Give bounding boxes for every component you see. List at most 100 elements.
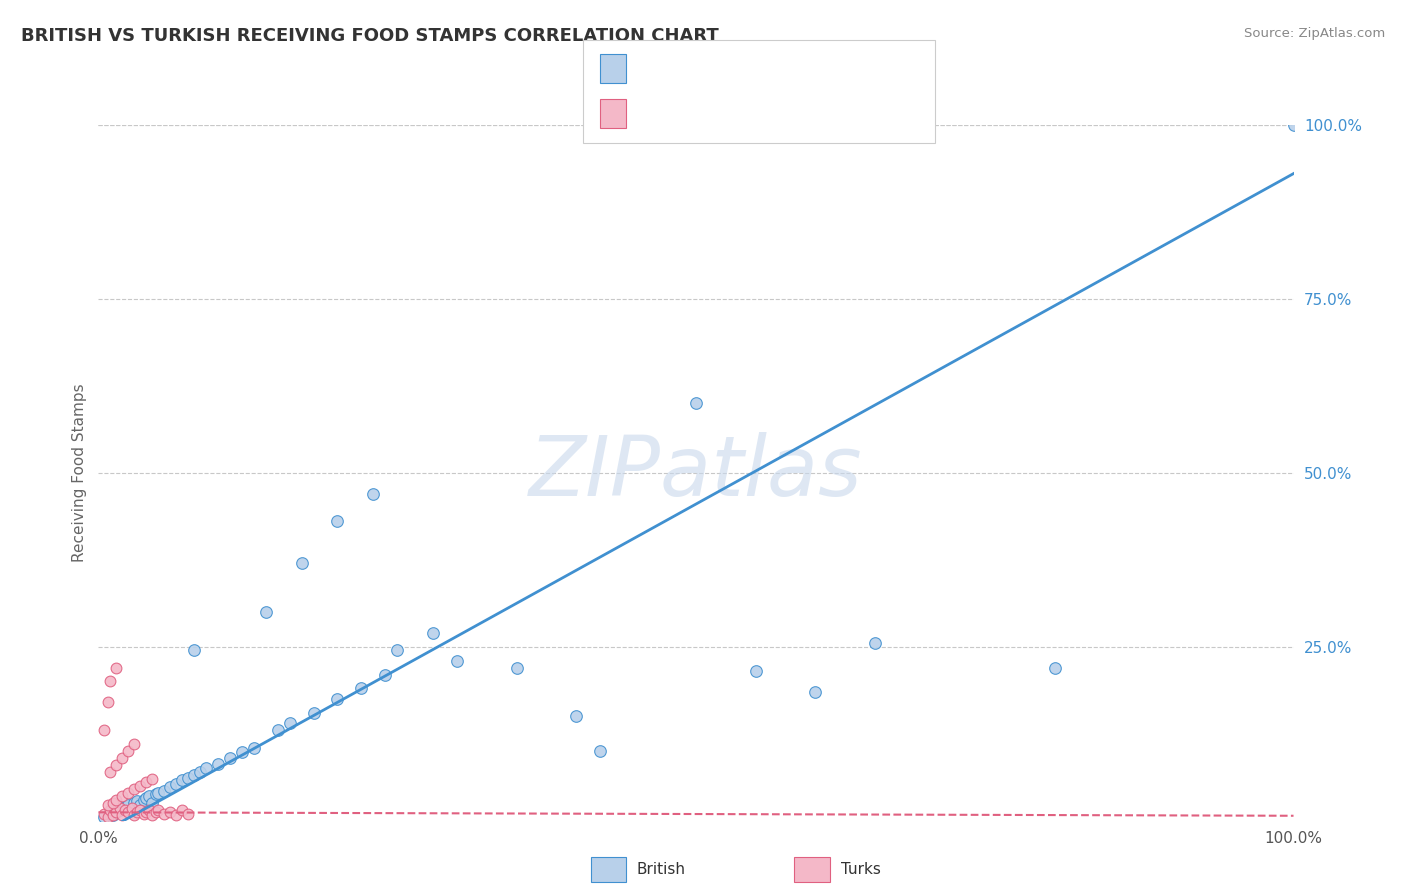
Point xyxy=(165,777,187,791)
Text: British: British xyxy=(637,863,686,877)
Point xyxy=(132,793,155,807)
Point xyxy=(138,803,160,817)
Point xyxy=(124,796,146,810)
Point xyxy=(93,810,115,824)
Point xyxy=(98,803,122,817)
Point xyxy=(374,667,396,681)
Point xyxy=(745,664,768,678)
Point xyxy=(183,768,205,782)
Point xyxy=(93,806,115,821)
Point xyxy=(129,803,152,817)
Point xyxy=(111,789,134,804)
Point xyxy=(172,773,194,788)
Point xyxy=(565,709,588,723)
Point xyxy=(326,515,349,529)
Point xyxy=(589,744,612,758)
Text: R =: R = xyxy=(637,60,673,78)
Point xyxy=(129,779,152,793)
Text: Source: ZipAtlas.com: Source: ZipAtlas.com xyxy=(1244,27,1385,40)
Point xyxy=(105,805,128,820)
Point xyxy=(97,798,120,813)
Point xyxy=(111,801,134,815)
Point xyxy=(125,794,148,808)
Point xyxy=(108,801,131,815)
Point xyxy=(863,636,886,650)
Point xyxy=(117,786,139,800)
Text: N =: N = xyxy=(747,60,783,78)
Text: ZIPatlas: ZIPatlas xyxy=(529,433,863,513)
Point xyxy=(125,805,148,820)
Point xyxy=(326,692,349,706)
Point xyxy=(153,784,176,798)
Point xyxy=(804,685,827,699)
Text: R =: R = xyxy=(637,104,673,122)
Point xyxy=(506,660,529,674)
Point xyxy=(98,806,122,821)
Point xyxy=(129,798,152,813)
Point xyxy=(141,796,163,810)
Point xyxy=(148,786,170,800)
Point xyxy=(153,806,176,821)
Point xyxy=(97,810,120,824)
Point xyxy=(111,751,134,765)
Point xyxy=(302,706,325,720)
Point xyxy=(363,486,385,500)
Point xyxy=(117,744,139,758)
Point xyxy=(177,806,200,821)
Point xyxy=(1282,118,1305,132)
Point xyxy=(141,808,163,822)
Point xyxy=(145,805,167,820)
Point xyxy=(117,798,139,813)
Text: 0.758: 0.758 xyxy=(676,60,734,78)
Point xyxy=(98,764,122,779)
Point xyxy=(121,803,143,817)
Point xyxy=(117,805,139,820)
Point xyxy=(194,761,217,775)
Point xyxy=(114,803,136,817)
Point xyxy=(124,782,146,797)
Point xyxy=(231,746,253,760)
Point xyxy=(124,737,146,751)
Point xyxy=(385,643,409,657)
Point xyxy=(165,808,187,822)
Point xyxy=(121,801,143,815)
Point xyxy=(105,758,128,772)
Point xyxy=(135,775,157,789)
Point xyxy=(183,643,205,657)
Point xyxy=(141,772,163,786)
Point xyxy=(105,793,128,807)
Point xyxy=(172,803,194,817)
Text: 53: 53 xyxy=(786,60,808,78)
Point xyxy=(98,674,122,689)
Text: -0.016: -0.016 xyxy=(676,104,735,122)
Point xyxy=(108,803,131,817)
Point xyxy=(135,791,157,805)
Point xyxy=(422,625,444,640)
Point xyxy=(93,723,115,738)
Text: N =: N = xyxy=(747,104,783,122)
Point xyxy=(254,605,277,619)
Point xyxy=(446,654,468,668)
Point xyxy=(177,771,200,785)
Point xyxy=(105,660,128,674)
Point xyxy=(350,681,373,696)
Point xyxy=(135,805,157,820)
Text: Turks: Turks xyxy=(841,863,880,877)
Point xyxy=(111,808,134,822)
Y-axis label: Receiving Food Stamps: Receiving Food Stamps xyxy=(72,384,87,562)
Point xyxy=(1043,660,1066,674)
Point xyxy=(290,556,312,570)
Point xyxy=(207,756,229,771)
Point xyxy=(101,796,124,810)
Point xyxy=(219,751,242,765)
Point xyxy=(101,808,124,822)
Point xyxy=(188,764,211,779)
Point xyxy=(97,695,120,709)
Point xyxy=(138,789,160,804)
Text: 42: 42 xyxy=(786,104,810,122)
Point xyxy=(145,787,167,801)
Point xyxy=(124,808,146,822)
Point xyxy=(132,806,155,821)
Point xyxy=(105,805,128,820)
Point xyxy=(685,396,707,410)
